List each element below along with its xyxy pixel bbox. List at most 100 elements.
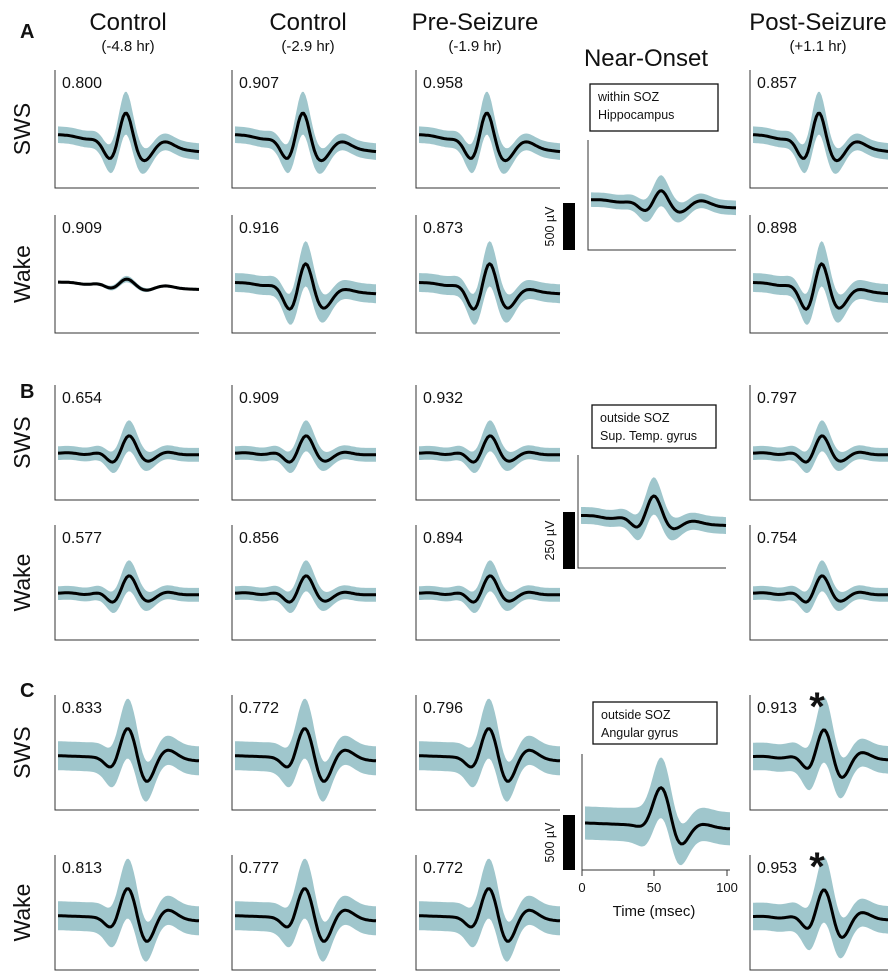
waveform-panel-A-sws — [231, 70, 377, 189]
mean-waveform — [58, 574, 199, 604]
near-onset-location-label: outside SOZ — [601, 708, 671, 722]
mean-waveform — [419, 887, 561, 943]
panel-axes — [587, 140, 736, 251]
waveform-panel-A-sws — [54, 70, 200, 189]
variance-band — [58, 858, 199, 962]
variance-band — [58, 91, 199, 174]
panel-letter: A — [20, 21, 34, 43]
near-onset-location-label: within SOZ — [597, 90, 659, 104]
correlation-value: 0.833 — [62, 700, 102, 717]
near-onset-location-box — [592, 701, 718, 745]
mean-waveform — [57, 111, 200, 163]
column-title: Control — [269, 9, 346, 36]
variance-band — [753, 420, 888, 473]
waveform-panel-B-wake — [54, 525, 199, 641]
variance-band — [585, 757, 730, 866]
row-label-sws: SWS — [9, 726, 35, 778]
panel-axes — [54, 385, 199, 501]
scale-bar-label: 500 µV — [543, 206, 557, 247]
row-label-wake: Wake — [9, 245, 35, 303]
panel-axes — [749, 70, 888, 189]
panel-axes — [749, 695, 888, 811]
variance-band — [753, 241, 888, 325]
variance-band — [235, 241, 376, 325]
near-onset-location-label: outside SOZ — [600, 411, 670, 425]
panel-axes — [749, 385, 888, 501]
panel-axes — [54, 70, 199, 189]
waveform-panel-C-sws — [415, 695, 561, 811]
waveform-panel-B-sws — [231, 385, 376, 501]
panel-axes — [54, 855, 199, 971]
waveform-panel-C-wake — [54, 855, 200, 971]
mean-waveform — [585, 786, 731, 846]
correlation-value: 0.916 — [239, 220, 279, 237]
mean-waveform — [419, 434, 560, 464]
correlation-value: 0.796 — [423, 700, 463, 717]
mean-waveform — [58, 277, 199, 292]
panel-axes — [54, 525, 199, 641]
panel-axes — [231, 385, 376, 501]
variance-band — [58, 698, 199, 802]
waveform-panel-A-wake — [415, 215, 561, 334]
mean-waveform — [753, 574, 888, 604]
mean-waveform — [58, 727, 200, 783]
waveform-panel-A-sws — [749, 70, 888, 189]
scale-bar — [563, 815, 575, 870]
mean-waveform — [753, 888, 888, 939]
near-onset-waveform-A — [587, 140, 737, 251]
variance-band — [419, 858, 560, 962]
mean-waveform — [419, 727, 561, 783]
correlation-value: 0.907 — [239, 75, 279, 92]
variance-band — [419, 241, 560, 325]
waveform-panel-B-wake — [415, 525, 560, 641]
scale-bar-label: 500 µV — [543, 822, 557, 863]
panel-axes — [749, 855, 888, 971]
correlation-value: 0.909 — [62, 220, 102, 237]
correlation-value: 0.800 — [62, 75, 102, 92]
column-title: Post-Seizure — [749, 9, 886, 36]
correlation-value: 0.894 — [423, 530, 463, 547]
panel-axes — [749, 215, 888, 334]
panel-axes — [54, 695, 199, 811]
correlation-value: 0.857 — [757, 75, 797, 92]
correlation-value: 0.932 — [423, 390, 463, 407]
near-onset-location-box — [589, 83, 719, 132]
scale-bar — [563, 512, 575, 569]
variance-band — [235, 858, 376, 962]
panel-axes — [415, 855, 560, 971]
column-subtitle: (-1.9 hr) — [448, 38, 501, 55]
variance-band — [235, 560, 376, 613]
near-onset-location-label: Sup. Temp. gyrus — [600, 429, 697, 443]
panel-letter: C — [20, 680, 34, 702]
panel-axes — [415, 215, 560, 334]
panel-axes — [231, 525, 376, 641]
correlation-value: 0.873 — [423, 220, 463, 237]
column-subtitle: (-4.8 hr) — [101, 38, 154, 55]
correlation-value: 0.909 — [239, 390, 279, 407]
correlation-value: 0.953 — [757, 860, 797, 877]
mean-waveform — [58, 434, 199, 464]
time-tick-label: 50 — [647, 880, 661, 895]
mean-waveform — [58, 887, 200, 943]
column-title: Near-Onset — [584, 45, 708, 72]
near-onset-location-box — [591, 404, 717, 449]
panel-axes — [415, 385, 560, 501]
variance-band — [419, 91, 560, 174]
waveform-panel-C-sws — [54, 695, 200, 811]
panel-axes — [415, 525, 560, 641]
variance-band — [753, 857, 888, 959]
waveform-panel-C-wake — [231, 855, 377, 971]
row-label-sws: SWS — [9, 103, 35, 155]
mean-waveform — [419, 574, 560, 604]
near-onset-waveform-B — [577, 455, 727, 569]
correlation-value: 0.777 — [239, 860, 279, 877]
mean-waveform — [581, 494, 727, 531]
panel-axes — [231, 215, 376, 334]
mean-waveform — [235, 727, 377, 783]
variance-band — [591, 175, 736, 223]
waveform-panel-C-wake — [749, 855, 888, 971]
panel-letter: B — [20, 381, 34, 403]
panel-axes — [231, 855, 376, 971]
near-onset-location-label: Angular gyrus — [601, 726, 678, 740]
